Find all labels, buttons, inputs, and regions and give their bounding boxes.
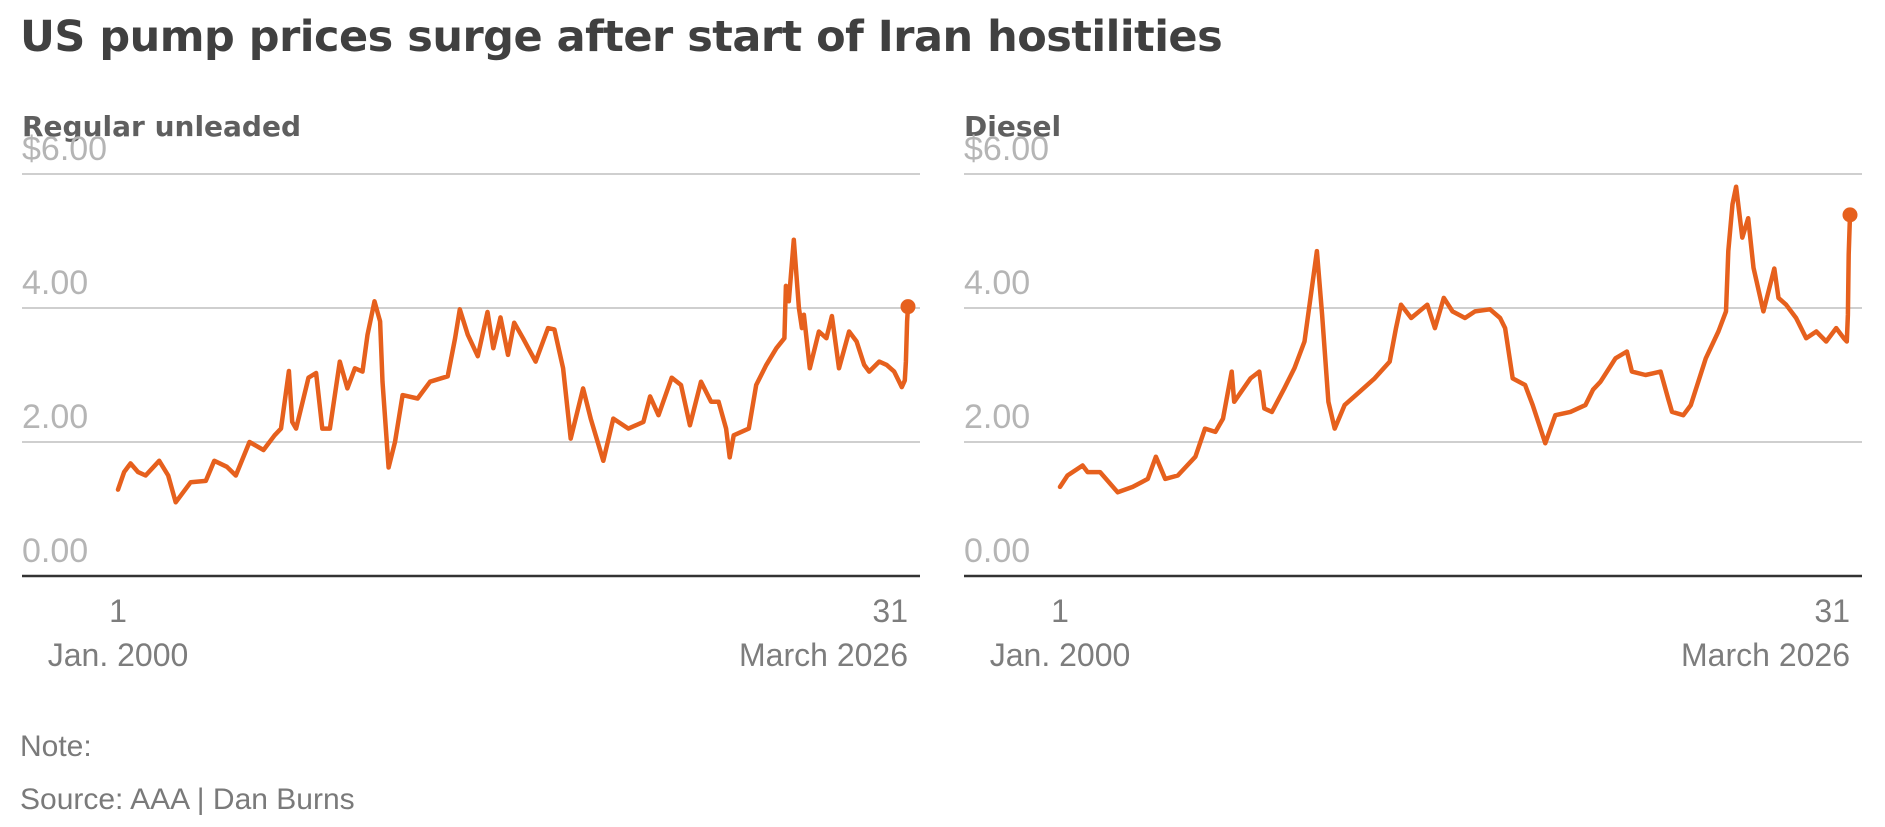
y-tick-label: $6.00 — [964, 130, 1049, 168]
panel-title: Diesel — [964, 110, 1061, 143]
y-tick-label: $6.00 — [22, 130, 107, 168]
x-tick-day-label: 1 — [1051, 593, 1069, 629]
price-series-line — [115, 237, 911, 505]
panel-title: Regular unleaded — [22, 110, 301, 143]
latest-value-marker — [1842, 207, 1858, 223]
x-tick-month-label: March 2026 — [1681, 637, 1850, 673]
latest-value-marker — [900, 299, 916, 315]
y-tick-label: 4.00 — [22, 264, 88, 302]
y-tick-label: 0.00 — [22, 532, 88, 570]
chart-note: Note: — [20, 730, 92, 763]
x-tick-day-label: 1 — [109, 593, 127, 629]
regular-unleaded-chart: Regular unleaded 0.00 2.00 4.00 $6.00 1 Jan. 2… — [22, 110, 920, 673]
y-tick-label: 2.00 — [22, 398, 88, 436]
chart-source: Source: AAA | Dan Burns — [20, 783, 355, 816]
x-tick-month-label: Jan. 2000 — [990, 637, 1131, 673]
page-title: US pump prices surge after start of Iran… — [20, 12, 1223, 62]
y-tick-label: 2.00 — [964, 398, 1030, 436]
x-tick-month-label: Jan. 2000 — [48, 637, 189, 673]
y-tick-label: 4.00 — [964, 264, 1030, 302]
x-tick-month-label: March 2026 — [739, 637, 908, 673]
y-tick-label: 0.00 — [964, 532, 1030, 570]
price-series-line — [1057, 184, 1853, 495]
x-tick-day-label: 31 — [1814, 593, 1850, 629]
x-tick-day-label: 31 — [872, 593, 908, 629]
diesel-chart: Diesel 0.00 2.00 4.00 $6.00 1 Jan. 2000 31 March… — [964, 110, 1862, 673]
